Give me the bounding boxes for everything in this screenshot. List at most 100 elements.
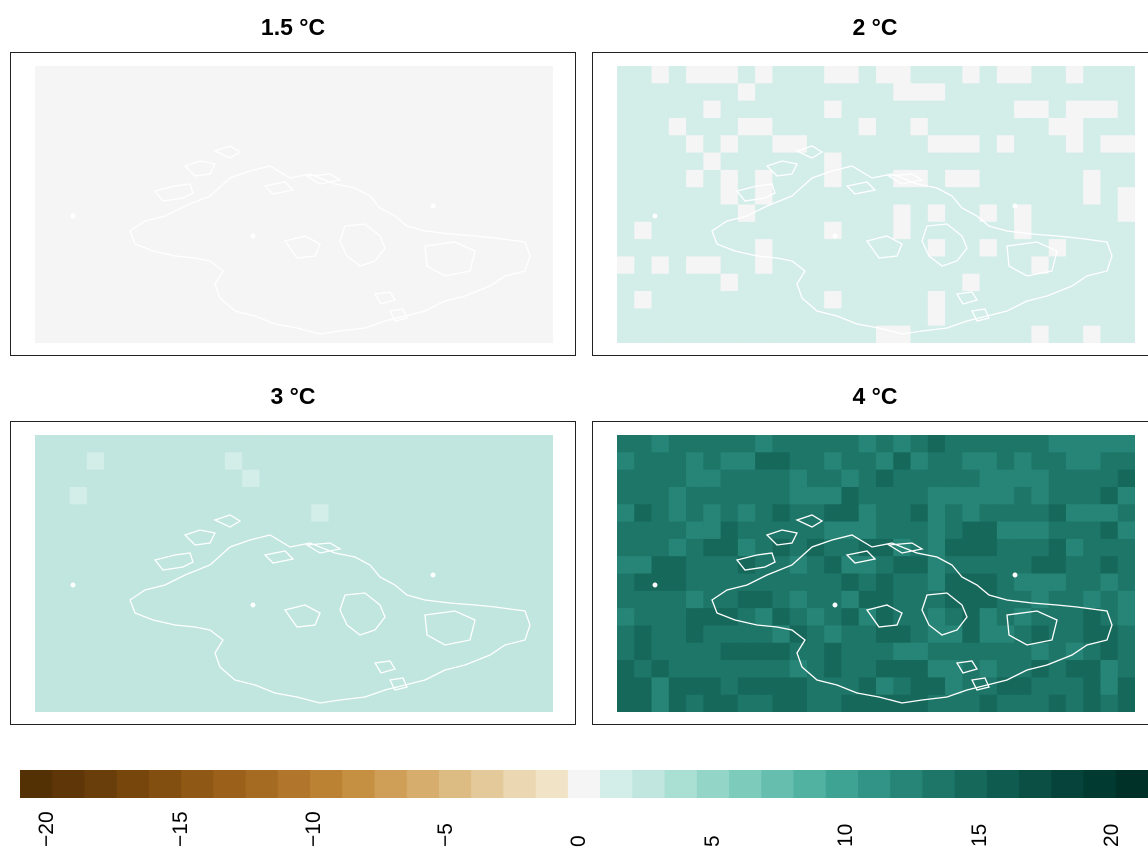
- heatmap-cell: [432, 486, 450, 505]
- heatmap-cell: [138, 435, 157, 453]
- heatmap-cell: [432, 694, 450, 712]
- heatmap-cell: [207, 204, 226, 223]
- heatmap-cell: [737, 66, 756, 84]
- tick-label: 5: [701, 835, 724, 847]
- heatmap-cell: [276, 187, 295, 205]
- heatmap-cell: [52, 291, 71, 309]
- heatmap-cell: [483, 504, 502, 523]
- colorbar-segment: [567, 770, 601, 798]
- heatmap-cell: [363, 642, 381, 661]
- colorbar-segment: [1051, 770, 1085, 798]
- heatmap-cell: [720, 308, 739, 327]
- heatmap-cell: [380, 187, 399, 205]
- heatmap-cell: [876, 187, 894, 205]
- heatmap-cell: [242, 325, 260, 343]
- heatmap-cell: [173, 435, 191, 453]
- heatmap-cell: [501, 694, 519, 712]
- heatmap-cell: [501, 100, 519, 119]
- heatmap-cell: [703, 642, 722, 661]
- heatmap-cell: [1048, 677, 1067, 696]
- heatmap-cell: [259, 135, 278, 154]
- heatmap-cell: [311, 66, 330, 84]
- heatmap-cell: [1048, 608, 1067, 626]
- heatmap-cell: [138, 152, 157, 171]
- heatmap-cell: [466, 239, 485, 257]
- heatmap-cell: [449, 452, 468, 471]
- heatmap-cell: [294, 325, 312, 343]
- heatmap-cell: [1083, 135, 1101, 154]
- heatmap-cell: [979, 204, 998, 223]
- heatmap-cell: [634, 135, 653, 154]
- heatmap-cell: [668, 204, 687, 223]
- heatmap-cell: [121, 521, 140, 540]
- heatmap-cell: [651, 573, 670, 592]
- heatmap-cell: [276, 660, 295, 678]
- heatmap-cell: [69, 239, 88, 257]
- heatmap-cell: [276, 486, 295, 505]
- heatmap-cell: [634, 435, 653, 453]
- heatmap-cell: [806, 135, 825, 154]
- heatmap-cell: [1065, 694, 1084, 712]
- heatmap-cell: [858, 83, 877, 102]
- heatmap-cell: [535, 521, 553, 540]
- heatmap-cell: [617, 677, 635, 696]
- heatmap-cell: [276, 677, 295, 696]
- heatmap-cell: [518, 135, 537, 154]
- heatmap-cell: [35, 239, 53, 257]
- heatmap-cell: [173, 660, 191, 678]
- heatmap-cell: [1117, 677, 1135, 696]
- heatmap-cell: [1014, 83, 1032, 102]
- heatmap-cell: [518, 677, 537, 696]
- heatmap-cell: [207, 291, 226, 309]
- heatmap-cell: [703, 66, 722, 84]
- heatmap-cell: [617, 469, 635, 488]
- heatmap-cell: [876, 435, 894, 453]
- heatmap-cell: [772, 694, 791, 712]
- heatmap-cell: [1014, 521, 1032, 540]
- heatmap-cell: [52, 538, 71, 557]
- heatmap-cell: [737, 204, 756, 223]
- boundary-dot: [1012, 572, 1018, 578]
- heatmap-cell: [858, 169, 877, 188]
- heatmap-cell: [535, 273, 553, 292]
- heatmap-cell: [893, 435, 912, 453]
- heatmap-cell: [86, 256, 105, 275]
- heatmap-cell: [841, 291, 860, 309]
- heatmap-cell: [104, 486, 122, 505]
- heatmap-cell: [242, 221, 260, 240]
- heatmap-cell: [893, 308, 912, 327]
- heatmap-cell: [789, 486, 808, 505]
- heatmap-cell: [345, 521, 364, 540]
- heatmap-cell: [1065, 273, 1084, 292]
- heatmap-cell: [651, 504, 670, 523]
- heatmap-cell: [841, 677, 860, 696]
- heatmap-cell: [927, 538, 946, 557]
- heatmap-cell: [686, 66, 704, 84]
- boundary-path: [1006, 241, 1058, 277]
- heatmap-cell: [789, 169, 808, 188]
- heatmap-cell: [104, 239, 122, 257]
- heatmap-cell: [535, 556, 553, 574]
- heatmap-cell: [345, 677, 364, 696]
- heatmap-cell: [518, 83, 537, 102]
- heatmap-cell: [466, 66, 485, 84]
- heatmap-cell: [617, 239, 635, 257]
- heatmap-cell: [121, 573, 140, 592]
- heatmap-cell: [483, 452, 502, 471]
- heatmap-cell: [824, 521, 842, 540]
- heatmap-cell: [927, 608, 946, 626]
- boundary-path: [183, 529, 216, 546]
- heatmap-cell: [294, 135, 312, 154]
- heatmap-cell: [824, 469, 842, 488]
- heatmap-cell: [755, 660, 773, 678]
- colorbar-segment: [52, 770, 86, 798]
- heatmap-cell: [121, 66, 140, 84]
- heatmap-cell: [876, 677, 894, 696]
- heatmap-cell: [1014, 152, 1032, 171]
- heatmap-cell: [483, 325, 502, 343]
- heatmap-cell: [962, 308, 981, 327]
- heatmap-cell: [259, 221, 278, 240]
- heatmap-cell: [927, 677, 946, 696]
- heatmap-cell: [824, 83, 842, 102]
- heatmap-cell: [501, 66, 519, 84]
